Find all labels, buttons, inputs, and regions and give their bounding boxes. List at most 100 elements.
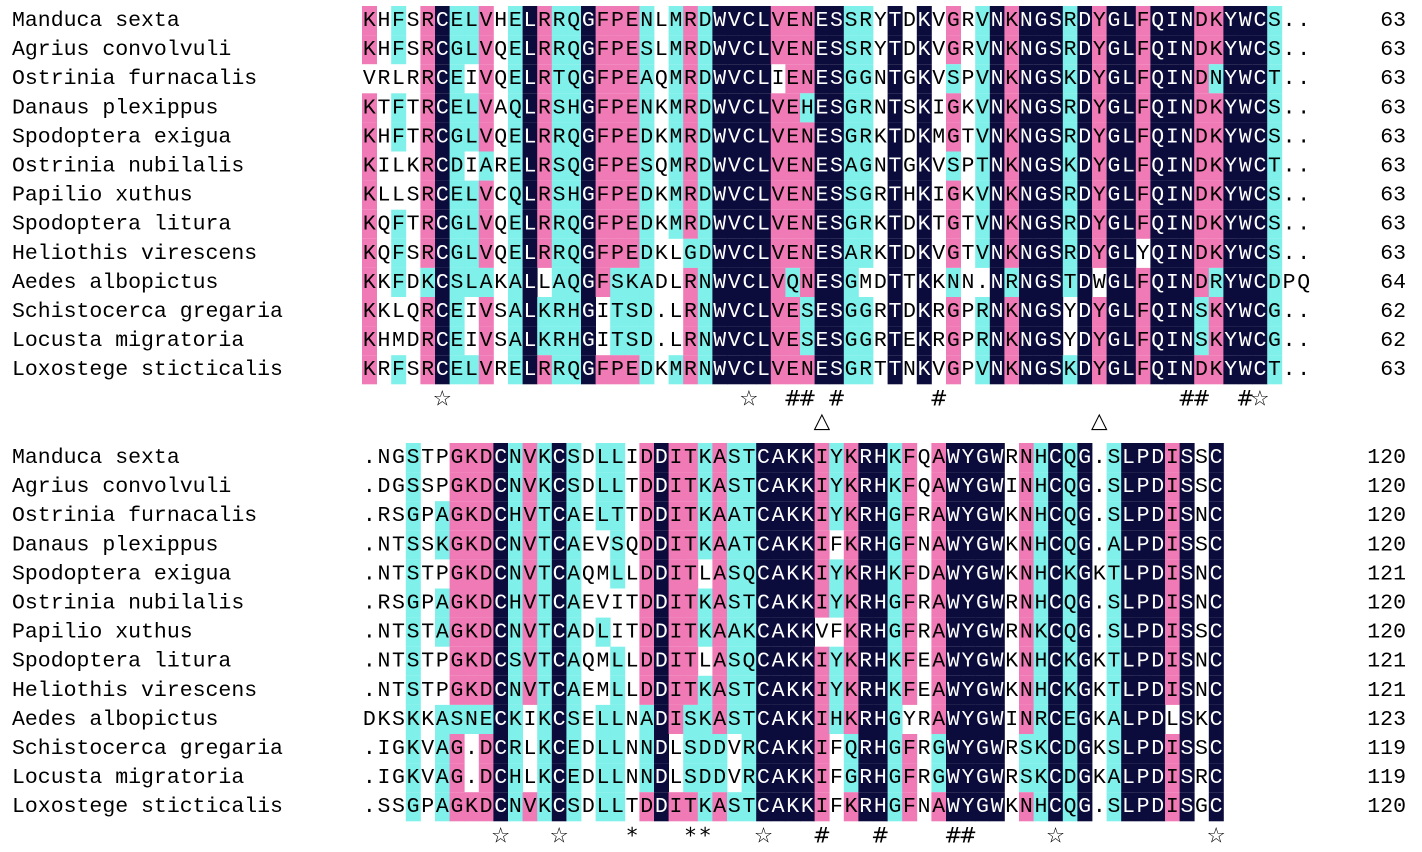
residue: F: [830, 795, 843, 819]
residue: I: [815, 650, 828, 674]
residue-shading: [727, 64, 742, 94]
residue-shading: [843, 151, 859, 181]
residue: D: [480, 475, 493, 499]
residue-shading: [1121, 151, 1137, 181]
residue-shading: [1062, 93, 1078, 123]
residue-shading: [1150, 64, 1166, 94]
species-name: Agrius convolvuli: [12, 475, 231, 499]
residue: A: [567, 679, 580, 703]
residue: A: [713, 562, 726, 586]
species-name: Ostrinia furnacalis: [12, 67, 257, 91]
residue-shading: [975, 93, 991, 123]
residue: C: [436, 242, 449, 266]
residue: G: [845, 300, 858, 324]
residue-shading: [551, 6, 567, 36]
residue: K: [961, 96, 974, 120]
residue: D: [1151, 475, 1164, 499]
residue: C: [436, 358, 449, 382]
residue: N: [626, 708, 639, 732]
residue-shading: [887, 122, 903, 152]
residue: H: [874, 679, 887, 703]
residue: D: [480, 533, 493, 557]
residue: W: [991, 592, 1004, 616]
residue: L: [699, 562, 712, 586]
alignment-row: Schistocerca gregaria K K L Q R C E I V S A L K R H G I T S…: [12, 297, 1406, 327]
residue: N: [1020, 184, 1033, 208]
residue: Y: [1224, 155, 1237, 179]
residue: S: [728, 475, 741, 499]
residue: D: [640, 213, 653, 237]
residue: E: [786, 38, 799, 62]
residue: S: [377, 795, 390, 819]
residue: I: [669, 795, 682, 819]
residue: L: [757, 38, 770, 62]
residue-shading: [887, 35, 903, 65]
residue: S: [830, 96, 843, 120]
residue: W: [713, 300, 726, 324]
residue: T: [888, 184, 901, 208]
residue: G: [976, 504, 989, 528]
position-number: 62: [1380, 329, 1406, 353]
residue: Q: [509, 184, 522, 208]
residue: Q: [845, 737, 858, 761]
residue: C: [436, 67, 449, 91]
residue: P: [436, 475, 449, 499]
residue: I: [465, 155, 478, 179]
residue: S: [553, 155, 566, 179]
residue: K: [655, 184, 668, 208]
residue: C: [1253, 38, 1266, 62]
residue: H: [874, 504, 887, 528]
residue: K: [845, 621, 858, 645]
residue: C: [1049, 592, 1062, 616]
residue: I: [815, 795, 828, 819]
residue: C: [494, 562, 507, 586]
residue: R: [494, 358, 507, 382]
residue: C: [1049, 766, 1062, 790]
residue: P: [1137, 679, 1150, 703]
residue: V: [728, 358, 741, 382]
residue: S: [830, 329, 843, 353]
residue: K: [699, 475, 712, 499]
residue: A: [845, 242, 858, 266]
residue: C: [494, 679, 507, 703]
residue-shading: [624, 6, 640, 36]
residue: G: [1034, 213, 1047, 237]
residue: Y: [874, 38, 887, 62]
residue: K: [1195, 708, 1208, 732]
residue-shading: [522, 6, 538, 36]
residue-shading: [639, 93, 655, 123]
residue: F: [903, 795, 916, 819]
residue: S: [1049, 38, 1062, 62]
residue: G: [450, 621, 463, 645]
residue: T: [611, 300, 624, 324]
residue-shading: [741, 122, 757, 152]
position-number: 63: [1380, 155, 1406, 179]
residue: G: [888, 737, 901, 761]
residue-shading: [610, 35, 626, 65]
residue: E: [582, 533, 595, 557]
residue: Q: [567, 155, 580, 179]
residue: C: [1253, 67, 1266, 91]
residue-shading: [770, 6, 786, 36]
residue: R: [918, 621, 931, 645]
residue: I: [815, 562, 828, 586]
residue: S: [1049, 67, 1062, 91]
residue: S: [801, 329, 814, 353]
residue-shading: [551, 151, 567, 181]
residue: C: [553, 504, 566, 528]
residue-shading: [1252, 35, 1268, 65]
residue-shading: [843, 6, 859, 36]
residue-shading: [449, 6, 465, 36]
residue: D: [640, 504, 653, 528]
residue: R: [684, 96, 697, 120]
residue: R: [859, 795, 872, 819]
residue: V: [976, 358, 989, 382]
residue: .: [363, 679, 376, 703]
residue-shading: [1252, 6, 1268, 36]
residue-shading: [624, 35, 640, 65]
residue: T: [684, 650, 697, 674]
residue: S: [553, 96, 566, 120]
residue-shading: [566, 93, 582, 123]
residue: K: [377, 300, 390, 324]
residue-shading: [464, 93, 480, 123]
